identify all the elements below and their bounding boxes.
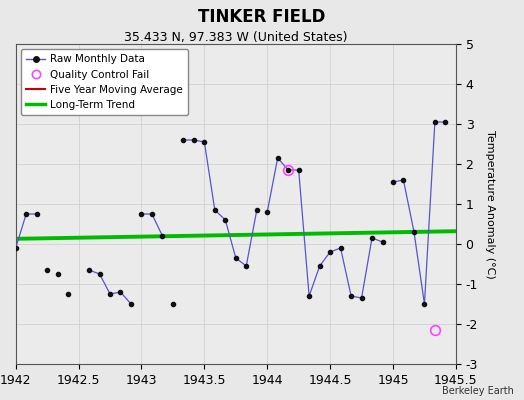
- Text: TINKER FIELD: TINKER FIELD: [198, 8, 326, 26]
- Title: 35.433 N, 97.383 W (United States): 35.433 N, 97.383 W (United States): [124, 31, 347, 44]
- Legend: Raw Monthly Data, Quality Control Fail, Five Year Moving Average, Long-Term Tren: Raw Monthly Data, Quality Control Fail, …: [21, 49, 188, 115]
- Text: Berkeley Earth: Berkeley Earth: [442, 386, 514, 396]
- Y-axis label: Temperature Anomaly (°C): Temperature Anomaly (°C): [485, 130, 495, 278]
